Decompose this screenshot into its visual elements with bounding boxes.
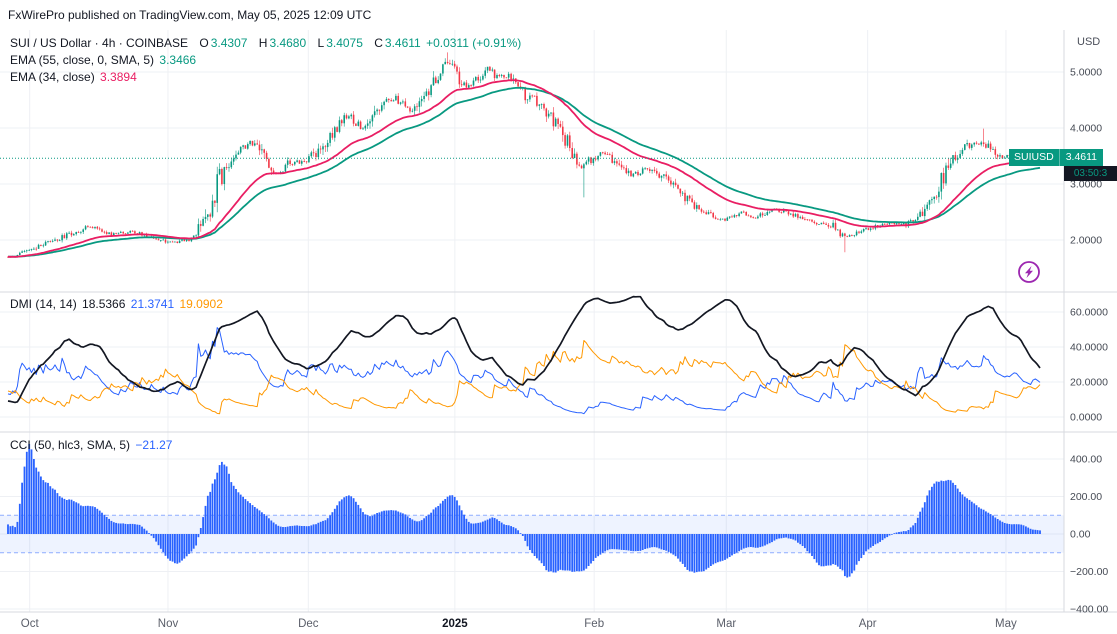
axis-tick-label[interactable]: 400.00 <box>1070 454 1102 466</box>
ema55-value: 3.3466 <box>159 53 197 67</box>
change-value: +0.0311 (+0.91%) <box>426 36 522 50</box>
open-value: 3.4307 <box>210 36 248 50</box>
main-chart-legend: SUI / US Dollar · 4h · COINBASE O 3.4307 … <box>10 36 521 51</box>
dmi-adx-value: 18.5366 <box>82 297 126 311</box>
dmi-plus-di-value: 21.3741 <box>130 297 175 311</box>
dmi-label[interactable]: DMI (14, 14) <box>10 297 77 311</box>
ema34-value: 3.3894 <box>100 70 137 84</box>
axis-tick-label[interactable]: 4.0000 <box>1070 123 1102 135</box>
axis-tick-label[interactable]: 5.0000 <box>1070 67 1102 79</box>
attribution-bar: FxWirePro published on TradingView.com, … <box>0 0 1117 30</box>
close-value: 3.4611 <box>384 36 421 50</box>
axis-tick-label[interactable]: −400.00 <box>1070 604 1108 616</box>
last-price-symbol: SUIUSD <box>1009 149 1059 166</box>
open-label: O <box>199 36 209 50</box>
time-axis-label[interactable]: Apr <box>859 618 877 630</box>
last-price-badge[interactable]: SUIUSD 3.4611 <box>1009 149 1104 166</box>
axis-tick-label[interactable]: 200.00 <box>1070 491 1102 503</box>
price-pane[interactable] <box>7 52 1041 258</box>
symbol-title[interactable]: SUI / US Dollar · 4h · COINBASE <box>10 36 189 50</box>
axis-tick-label[interactable]: 20.0000 <box>1070 377 1108 389</box>
flash-icon[interactable] <box>1018 261 1040 283</box>
ema55-legend: EMA (55, close, 0, SMA, 5) 3.3466 <box>10 53 196 68</box>
axis-tick-label[interactable]: 40.0000 <box>1070 342 1108 354</box>
low-label: L <box>317 36 325 50</box>
dmi-pane[interactable] <box>7 295 1041 415</box>
time-axis-label[interactable]: Nov <box>158 618 179 630</box>
dmi-legend: DMI (14, 14) 18.5366 21.3741 19.0902 <box>10 297 223 312</box>
time-axis-label[interactable]: Mar <box>716 618 736 630</box>
axis-tick-label[interactable]: 60.0000 <box>1070 307 1108 319</box>
axis-tick-label[interactable]: 3.0000 <box>1070 179 1102 191</box>
bar-countdown: 03:50:3 <box>1064 166 1117 181</box>
time-axis-label[interactable]: Oct <box>21 618 40 630</box>
time-axis-label[interactable]: May <box>995 618 1017 630</box>
last-price-value: 3.4611 <box>1058 149 1104 166</box>
attribution-text: FxWirePro published on TradingView.com, … <box>8 8 372 22</box>
high-value: 3.4680 <box>269 36 307 50</box>
axis-currency-label[interactable]: USD <box>1077 36 1101 48</box>
cci-pane[interactable] <box>0 444 1064 578</box>
cci-legend: CCI (50, hlc3, SMA, 5) −21.27 <box>10 438 172 453</box>
ema34-legend: EMA (34, close) 3.3894 <box>10 70 137 85</box>
time-axis-label[interactable]: Dec <box>298 618 319 630</box>
axis-tick-label[interactable]: −200.00 <box>1070 566 1108 578</box>
axis-tick-label[interactable]: 0.00 <box>1070 529 1091 541</box>
time-axis-label[interactable]: 2025 <box>442 618 468 630</box>
dmi-minus-di-value: 19.0902 <box>179 297 223 311</box>
ema55-label[interactable]: EMA (55, close, 0, SMA, 5) <box>10 53 155 67</box>
cci-label[interactable]: CCI (50, hlc3, SMA, 5) <box>10 438 131 452</box>
cci-value: −21.27 <box>135 438 173 452</box>
axis-tick-label[interactable]: 0.0000 <box>1070 412 1102 424</box>
high-label: H <box>258 36 268 50</box>
time-axis-label[interactable]: Feb <box>584 618 604 630</box>
close-label: C <box>374 36 383 50</box>
ema34-label[interactable]: EMA (34, close) <box>10 70 95 84</box>
axis-tick-label[interactable]: 2.0000 <box>1070 235 1102 247</box>
low-value: 3.4075 <box>326 36 363 50</box>
